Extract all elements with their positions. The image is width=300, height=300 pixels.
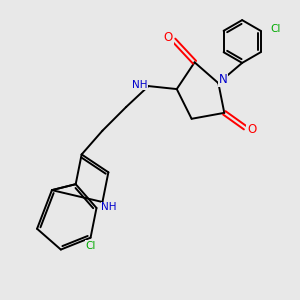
Text: O: O (247, 123, 256, 136)
Text: NH: NH (132, 80, 148, 90)
Text: Cl: Cl (270, 24, 280, 34)
Text: Cl: Cl (85, 241, 96, 251)
Text: NH: NH (101, 202, 117, 212)
Text: O: O (164, 32, 173, 44)
Text: N: N (219, 73, 228, 86)
